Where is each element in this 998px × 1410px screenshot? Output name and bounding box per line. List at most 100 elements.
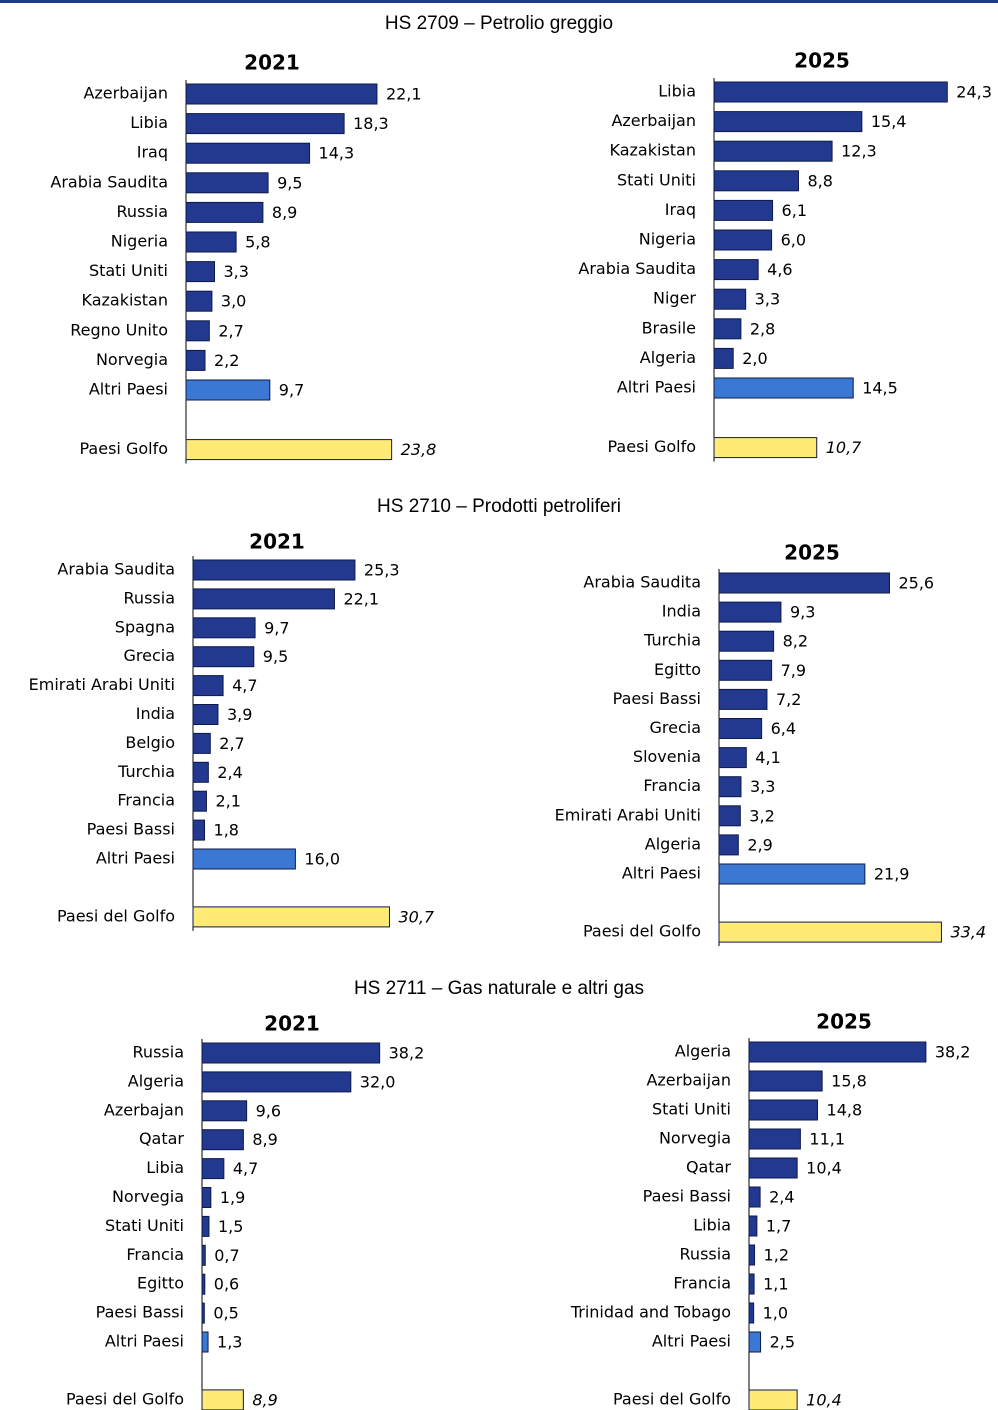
country-bar (748, 1273, 755, 1295)
top-accent-bar (0, 0, 998, 3)
category-label: Stati Uniti (617, 170, 696, 189)
category-label: Azerbaijan (611, 111, 696, 130)
gulf-bar (748, 1389, 798, 1410)
country-bar (748, 1186, 761, 1208)
data-label: 6,1 (782, 201, 807, 220)
chart-year-title: 2021 (249, 530, 305, 554)
chart-year-title: 2025 (784, 541, 840, 565)
chart-svg: 2025 Libia 24,3 Azerbaijan 15,4 Kazakistan 12,… (578, 49, 992, 462)
category-label: Arabia Saudita (50, 172, 168, 191)
country-bar (201, 1100, 248, 1122)
chart-2710-2021: 2021 Arabia Saudita 25,3 Russia 22,1 Spagna 9,… (0, 0, 499, 950)
country-bar (192, 761, 209, 783)
country-bar (201, 1129, 244, 1151)
category-label: Kazakistan (610, 141, 696, 160)
country-bar (185, 201, 264, 223)
category-label: Emirati Arabi Uniti (555, 805, 701, 824)
country-bar (713, 318, 742, 340)
category-label: Nigeria (111, 232, 168, 251)
category-label: Libia (693, 1216, 731, 1235)
data-label: 2,1 (215, 792, 240, 811)
category-label: Spagna (115, 617, 175, 636)
category-label: Altri Paesi (105, 1332, 184, 1351)
country-bar (201, 1071, 352, 1093)
country-bar (185, 172, 269, 194)
country-bar (192, 559, 356, 581)
data-label: 8,9 (272, 203, 297, 222)
data-label: 9,7 (264, 618, 289, 637)
data-label: 24,3 (956, 83, 992, 102)
other-countries-bar (185, 379, 271, 401)
country-bar (185, 231, 237, 253)
other-countries-bar (718, 863, 866, 885)
category-label: Norvegia (112, 1187, 184, 1206)
category-label: Azerbaijan (83, 84, 168, 103)
data-label: 9,7 (279, 381, 304, 400)
other-countries-bar (748, 1331, 762, 1353)
country-bar (718, 572, 890, 594)
data-label: 10,4 (806, 1391, 842, 1410)
data-label: 2,8 (750, 319, 775, 338)
country-bar (185, 349, 206, 371)
data-label: 0,5 (213, 1304, 238, 1323)
category-label: Niger (653, 289, 696, 308)
category-label: Stati Uniti (105, 1216, 184, 1235)
data-label: 4,7 (232, 676, 257, 695)
data-label: 4,1 (755, 748, 780, 767)
country-bar (718, 718, 763, 739)
category-label: Paesi del Golfo (57, 906, 175, 925)
data-label: 7,9 (781, 661, 806, 680)
country-bar (201, 1244, 206, 1266)
section-title-2711: HS 2711 – Gas naturale e altri gas (353, 978, 645, 999)
country-bar (718, 747, 747, 769)
chart-2710-2025: 2025 Arabia Saudita 25,6 India 9,3 Turchia 8,2… (555, 541, 986, 947)
data-label: 5,8 (245, 233, 270, 252)
data-label: 12,3 (841, 142, 877, 161)
category-label: Regno Unito (70, 320, 168, 339)
country-bar (713, 288, 747, 310)
country-bar (201, 1273, 206, 1295)
data-label: 9,5 (263, 647, 288, 666)
country-bar (713, 259, 759, 281)
data-label: 3,3 (750, 777, 775, 796)
category-label: Emirati Arabi Uniti (29, 675, 175, 694)
category-label: Francia (126, 1245, 184, 1264)
data-label: 1,3 (217, 1333, 242, 1352)
category-label: Turchia (643, 631, 701, 650)
data-label: 0,7 (214, 1246, 239, 1265)
category-label: Paesi Bassi (96, 1303, 184, 1322)
data-label: 1,0 (763, 1304, 788, 1323)
data-label: 9,5 (277, 173, 302, 192)
category-label: Stati Uniti (89, 261, 168, 280)
data-label: 3,0 (221, 292, 246, 311)
data-label: 2,4 (769, 1188, 794, 1207)
country-bar (713, 111, 863, 133)
data-label: 2,0 (742, 349, 767, 368)
category-label: Brasile (642, 318, 696, 337)
category-label: Algeria (128, 1071, 184, 1090)
data-label: 10,7 (826, 438, 862, 457)
data-label: 1,2 (764, 1246, 789, 1265)
other-countries-bar (713, 377, 854, 399)
category-label: Turchia (117, 762, 175, 781)
data-label: 14,8 (827, 1101, 863, 1120)
category-label: Altri Paesi (89, 380, 168, 399)
category-label: Egitto (137, 1274, 184, 1293)
country-bar (718, 834, 739, 856)
country-bar (718, 601, 782, 623)
data-label: 3,3 (755, 290, 780, 309)
country-bar (713, 347, 734, 369)
data-label: 3,2 (749, 806, 774, 825)
country-bar (185, 290, 213, 312)
country-bar (192, 704, 219, 725)
category-label: Paesi del Golfo (66, 1389, 184, 1408)
country-bar (748, 1070, 823, 1092)
category-label: Arabia Saudita (57, 560, 175, 579)
chart-2711-2021: 2021 Russia 38,2 Algeria 32,0 Azerbajan 9,6 Qat… (66, 1012, 424, 1410)
country-bar (185, 320, 210, 342)
category-label: Kazakistan (82, 291, 168, 310)
category-label: Libia (658, 82, 696, 101)
country-bar (713, 199, 774, 221)
category-label: Norvegia (96, 350, 168, 369)
